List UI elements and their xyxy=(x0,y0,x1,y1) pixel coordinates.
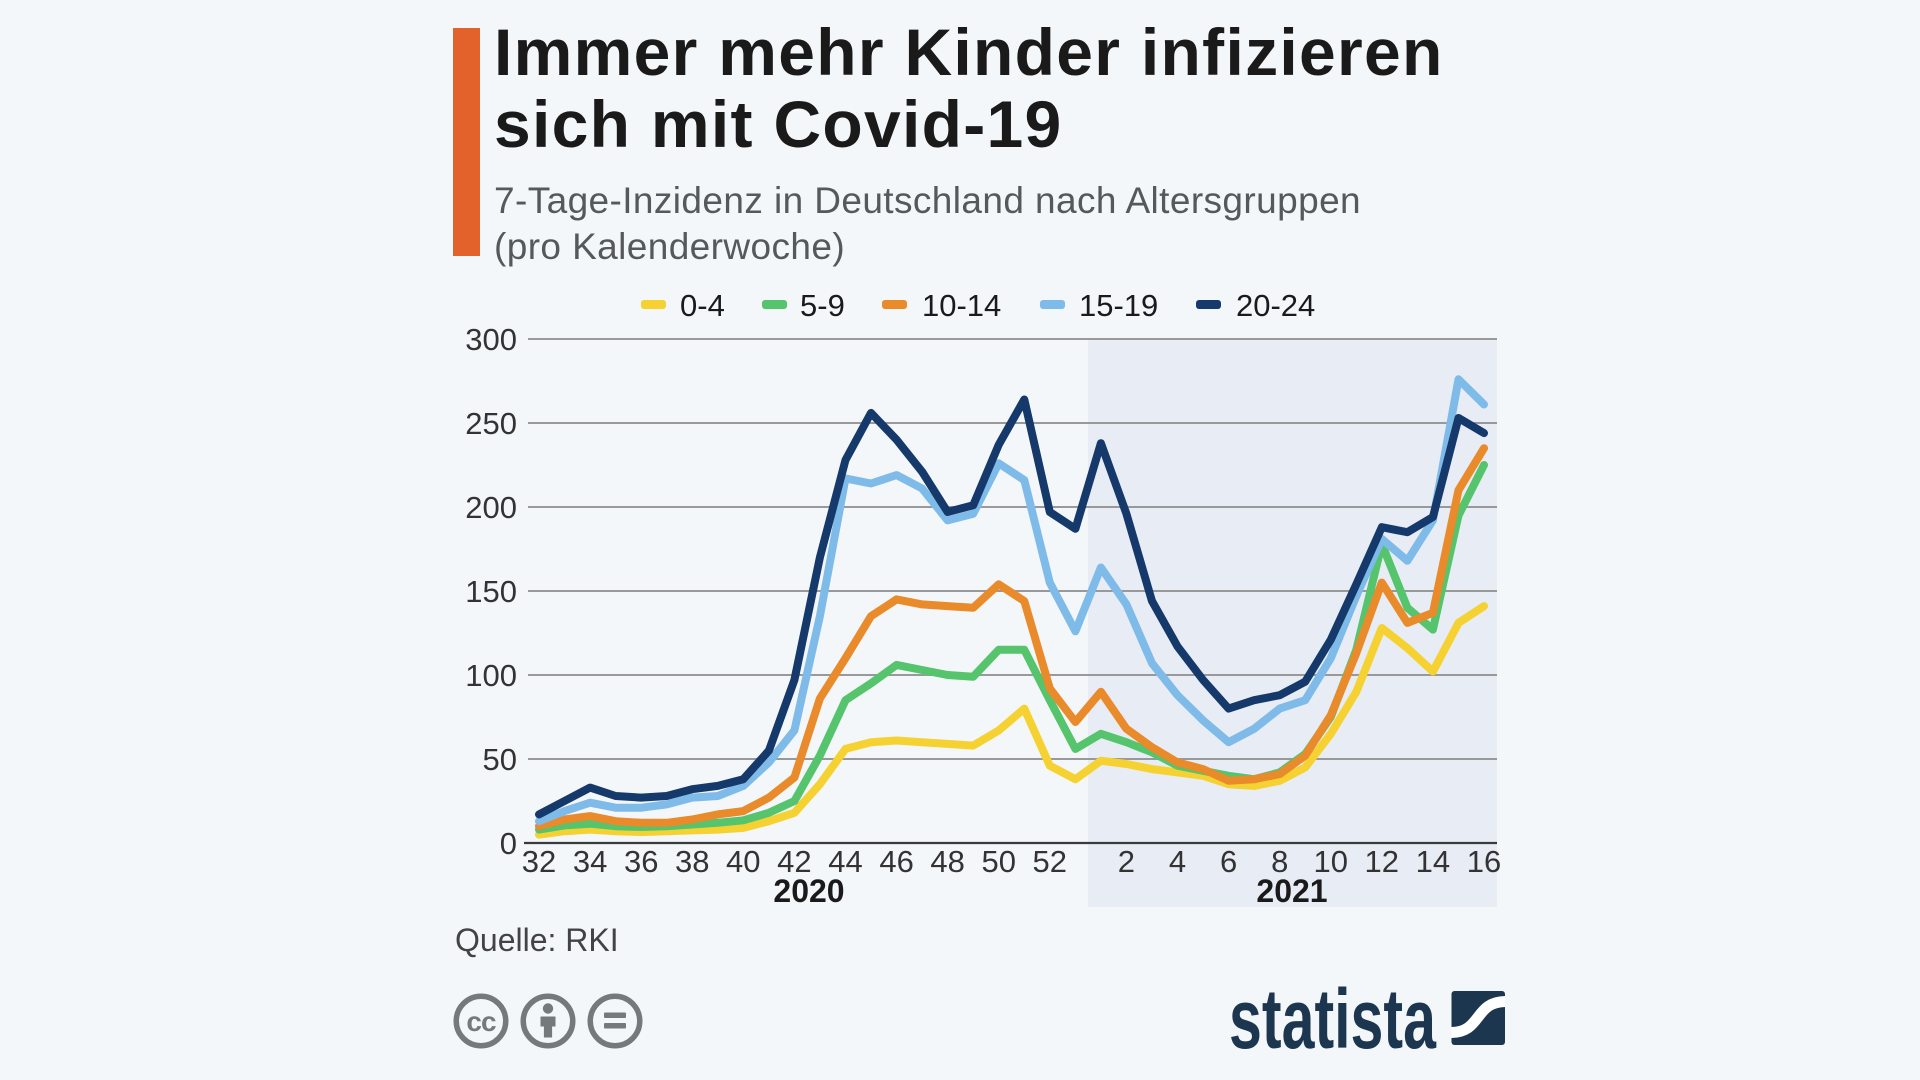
svg-text:32: 32 xyxy=(522,844,556,879)
svg-text:12: 12 xyxy=(1365,844,1399,879)
svg-text:48: 48 xyxy=(930,844,964,879)
svg-text:300: 300 xyxy=(465,322,517,357)
svg-text:100: 100 xyxy=(465,658,517,693)
svg-text:200: 200 xyxy=(465,490,517,525)
svg-text:14: 14 xyxy=(1416,844,1450,879)
svg-text:statista: statista xyxy=(1229,972,1437,1066)
svg-text:38: 38 xyxy=(675,844,709,879)
svg-text:6: 6 xyxy=(1220,844,1237,879)
svg-text:2: 2 xyxy=(1118,844,1135,879)
svg-text:0: 0 xyxy=(500,826,517,861)
svg-text:52: 52 xyxy=(1033,844,1067,879)
svg-text:42: 42 xyxy=(777,844,811,879)
svg-text:50: 50 xyxy=(483,742,517,777)
svg-text:150: 150 xyxy=(465,574,517,609)
svg-text:10: 10 xyxy=(1314,844,1348,879)
svg-text:50: 50 xyxy=(981,844,1015,879)
svg-text:44: 44 xyxy=(828,844,862,879)
svg-text:250: 250 xyxy=(465,406,517,441)
svg-text:40: 40 xyxy=(726,844,760,879)
svg-text:46: 46 xyxy=(879,844,913,879)
svg-text:4: 4 xyxy=(1169,844,1186,879)
svg-text:36: 36 xyxy=(624,844,658,879)
svg-text:16: 16 xyxy=(1467,844,1501,879)
svg-text:2021: 2021 xyxy=(1256,873,1327,909)
svg-text:8: 8 xyxy=(1271,844,1288,879)
svg-text:cc: cc xyxy=(466,1006,496,1037)
svg-text:34: 34 xyxy=(573,844,607,879)
svg-text:2020: 2020 xyxy=(773,873,844,909)
